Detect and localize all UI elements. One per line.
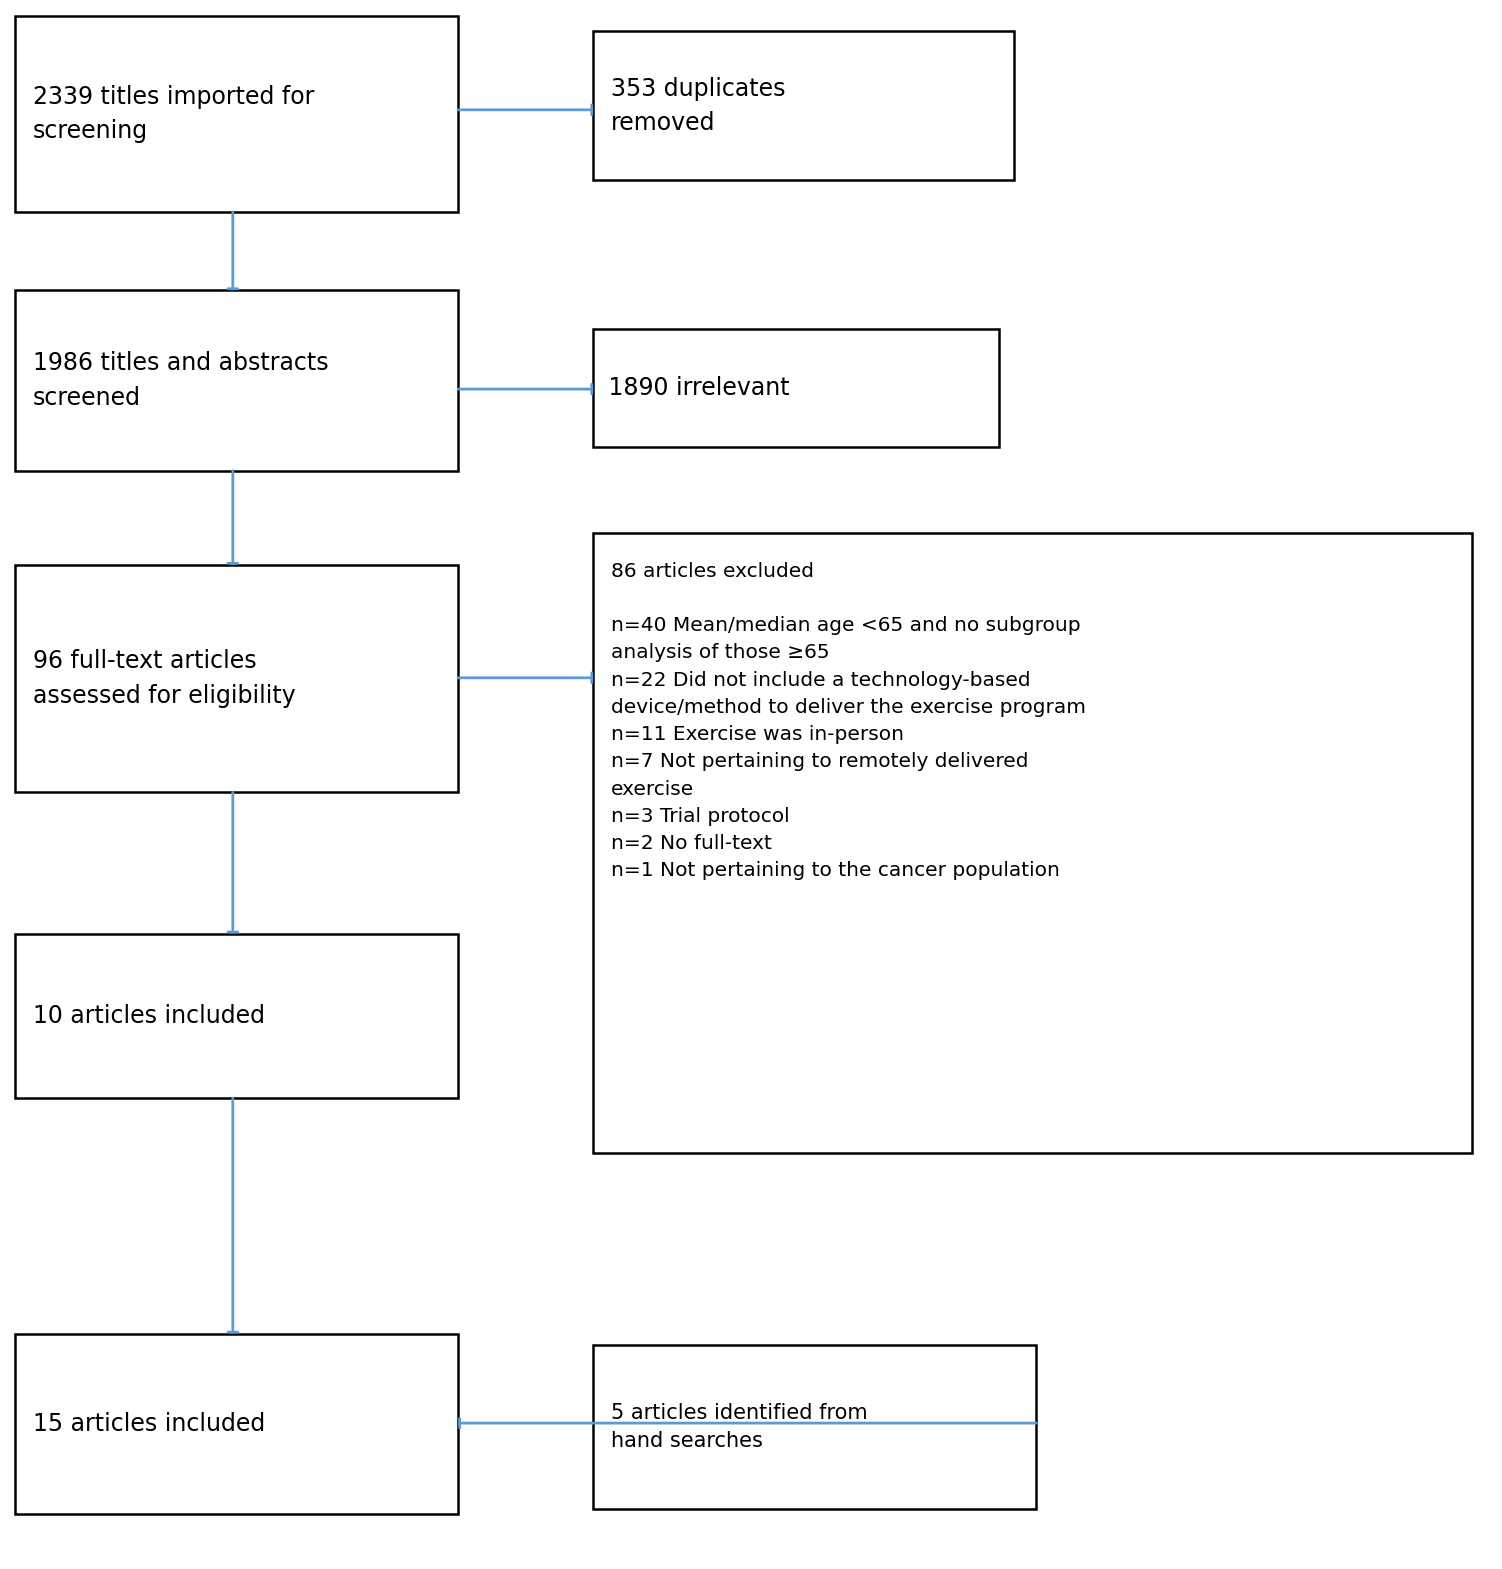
Text: 5 articles identified from
hand searches: 5 articles identified from hand searches (611, 1403, 868, 1451)
Text: 15 articles included: 15 articles included (33, 1412, 266, 1436)
Text: 10 articles included: 10 articles included (33, 1004, 264, 1028)
FancyBboxPatch shape (593, 329, 999, 447)
FancyBboxPatch shape (15, 1334, 458, 1514)
Text: 96 full-text articles
assessed for eligibility: 96 full-text articles assessed for eligi… (33, 650, 296, 708)
Text: 353 duplicates
removed: 353 duplicates removed (611, 77, 786, 135)
FancyBboxPatch shape (593, 1345, 1036, 1509)
Text: 2339 titles imported for
screening: 2339 titles imported for screening (33, 85, 314, 143)
FancyBboxPatch shape (15, 16, 458, 212)
FancyBboxPatch shape (15, 565, 458, 792)
Text: 1986 titles and abstracts
screened: 1986 titles and abstracts screened (33, 351, 329, 410)
FancyBboxPatch shape (593, 31, 1014, 180)
Text: 1890 irrelevant: 1890 irrelevant (601, 377, 790, 400)
FancyBboxPatch shape (15, 934, 458, 1098)
Text: 86 articles excluded

n=40 Mean/median age <65 and no subgroup
analysis of those: 86 articles excluded n=40 Mean/median ag… (611, 562, 1086, 880)
FancyBboxPatch shape (15, 290, 458, 471)
FancyBboxPatch shape (593, 533, 1472, 1153)
